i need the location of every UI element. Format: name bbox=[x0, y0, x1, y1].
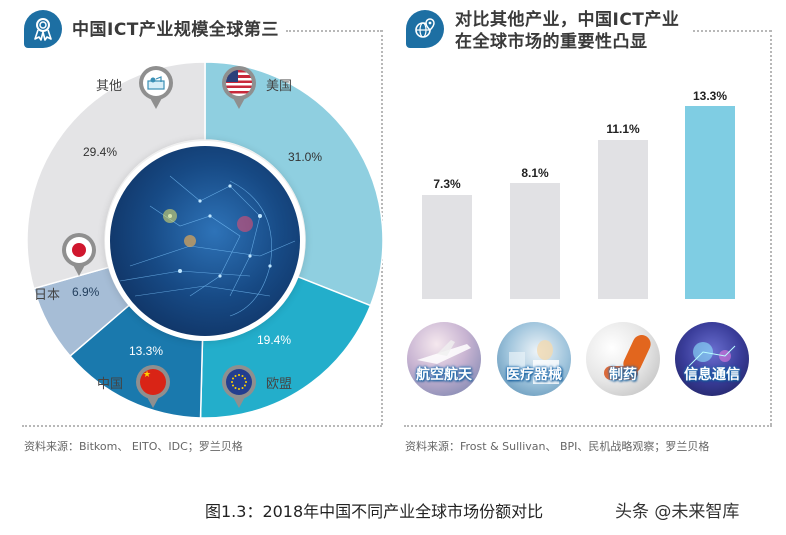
bar-medical-devices bbox=[510, 183, 560, 299]
right-title-rule bbox=[693, 30, 771, 32]
segment-value-us: 31.0% bbox=[288, 150, 323, 164]
ai-brain-image bbox=[110, 146, 300, 336]
bar-value-aerospace: 7.3% bbox=[433, 177, 461, 191]
china-flag-icon: ★ bbox=[136, 365, 170, 408]
industry-pharma: 制药 bbox=[586, 322, 660, 396]
japan-flag-icon bbox=[62, 233, 96, 276]
segment-value-eu: 19.4% bbox=[257, 333, 292, 347]
industry-aerospace: 航空航天 bbox=[407, 322, 481, 396]
network-tech-icon bbox=[688, 342, 736, 367]
segment-value-china: 13.3% bbox=[129, 344, 164, 358]
industry-ict: 信息通信 bbox=[675, 322, 749, 396]
globe-location-icon bbox=[406, 10, 444, 48]
left-panel-title: 中国ICT产业规模全球第三 bbox=[72, 20, 279, 40]
bar-value-ict: 13.3% bbox=[692, 89, 728, 103]
pill-icon bbox=[604, 335, 651, 380]
right-panel-title-line1: 对比其他产业，中国ICT产业 bbox=[455, 10, 680, 30]
industry-label-aerospace: 航空航天 bbox=[416, 367, 472, 383]
award-ribbon-icon bbox=[24, 10, 62, 48]
country-label-japan: 日本 bbox=[34, 288, 61, 303]
donut-segment-others bbox=[26, 61, 206, 290]
eu-flag-icon bbox=[222, 365, 256, 408]
right-source-note: 资料来源：Frost & Sullivan、 BPI、民机战略观察；罗兰贝格 bbox=[405, 440, 710, 453]
country-label-us: 美国 bbox=[266, 79, 293, 94]
left-title-rule bbox=[286, 30, 382, 32]
lab-scientist-icon bbox=[509, 340, 559, 384]
us-flag-icon bbox=[222, 66, 256, 109]
segment-value-others: 29.4% bbox=[83, 145, 118, 159]
industry-medical-devices: 医疗器械 bbox=[497, 322, 571, 396]
segment-value-japan: 6.9% bbox=[72, 285, 100, 299]
bar-value-pharma: 11.1% bbox=[606, 122, 640, 136]
left-source-note: 资料来源：Bitkom、 EITO、IDC；罗兰贝格 bbox=[24, 440, 243, 453]
industry-label-medical-devices: 医疗器械 bbox=[506, 367, 562, 383]
bar-value-medical-devices: 8.1% bbox=[521, 166, 549, 180]
industry-label-ict: 信息通信 bbox=[684, 367, 740, 383]
bar-pharma bbox=[598, 140, 648, 299]
figure-caption: 图1.3：2018年中国不同产业全球市场份额对比 bbox=[205, 502, 544, 521]
right-panel-right-border bbox=[770, 30, 772, 425]
watermark: 头条 @未来智库 bbox=[615, 502, 740, 522]
bar-aerospace bbox=[422, 195, 472, 299]
industry-label-pharma: 制药 bbox=[609, 367, 637, 383]
country-label-eu: 欧盟 bbox=[266, 377, 293, 392]
airplane-icon bbox=[417, 340, 471, 364]
left-panel-bottom-rule bbox=[22, 425, 382, 427]
right-panel-title-line2: 在全球市场的重要性凸显 bbox=[455, 32, 648, 52]
right-panel-bottom-rule bbox=[404, 425, 772, 427]
donut-segment-us bbox=[204, 61, 384, 307]
country-label-china: 中国 bbox=[97, 377, 124, 392]
bar-ict bbox=[685, 106, 735, 299]
others-icon bbox=[139, 66, 173, 109]
country-label-others: 其他 bbox=[96, 79, 123, 94]
